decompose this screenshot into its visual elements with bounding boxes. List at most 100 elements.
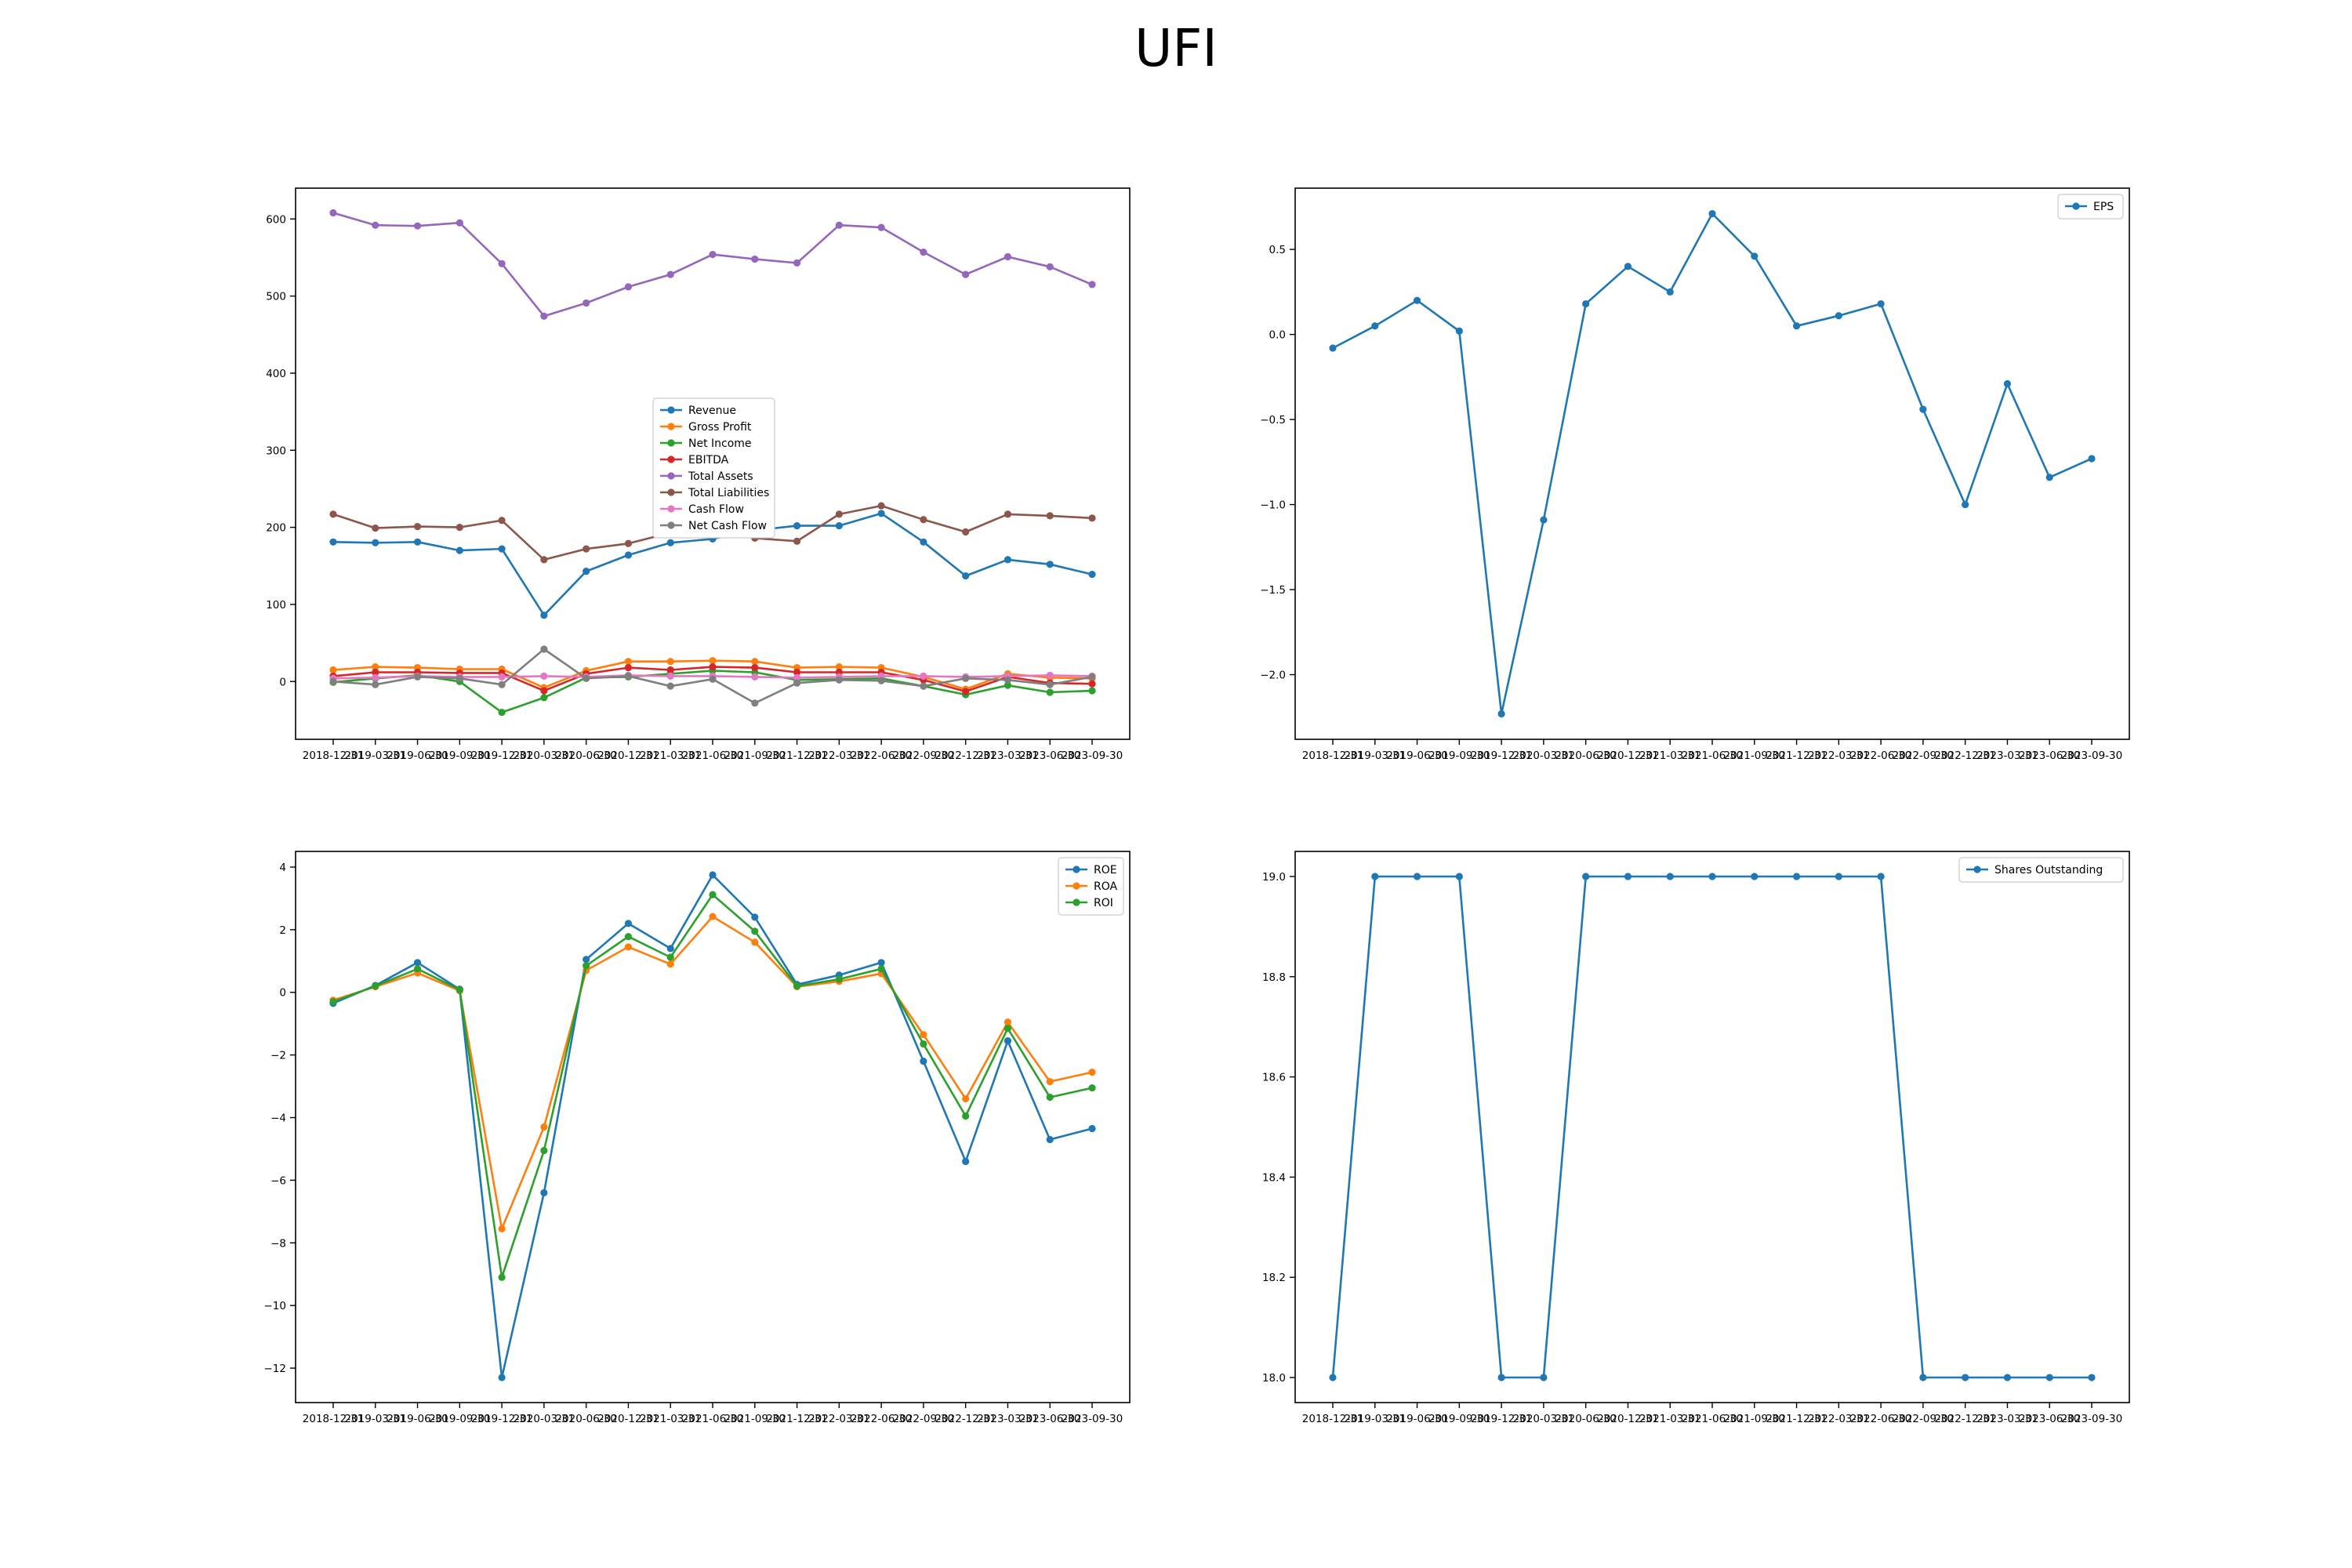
revenue-point (1004, 556, 1012, 564)
x-tick-label: 2022-06-30 (1850, 750, 1911, 762)
total-assets-point (540, 312, 548, 320)
revenue-point (372, 539, 379, 546)
x-tick-label: 2023-09-30 (1062, 1413, 1123, 1425)
x-tick-label: 2021-09-30 (724, 1413, 786, 1425)
total-liabilities-point (877, 502, 885, 510)
x-tick-label: 2021-12-31 (1766, 1413, 1827, 1425)
shares-outstanding-point (1455, 873, 1463, 880)
roe-line (332, 873, 1093, 1379)
legend-label-roi: ROI (1094, 897, 1113, 909)
revenue-point (583, 568, 590, 575)
x-tick-label: 2020-12-31 (597, 750, 659, 762)
total-liabilities-point (624, 539, 633, 547)
roi-point (920, 1040, 927, 1048)
shares-outstanding-point (1877, 873, 1885, 880)
x-tick-label: 2022-03-31 (808, 1413, 869, 1425)
net-cash-flow-point (1004, 676, 1012, 684)
ebitda-point (709, 662, 717, 671)
ebitda-point (624, 663, 633, 672)
legend-frame (2057, 194, 2124, 220)
legend-marker-roi (1073, 898, 1080, 906)
legend-label-cash-flow: Cash Flow (688, 503, 744, 516)
total-assets-point (709, 250, 717, 259)
roe-point (877, 959, 885, 967)
x-tick-label: 2020-06-30 (1555, 1413, 1616, 1425)
shares-outstanding-point (1582, 873, 1590, 880)
legend-marker-shares-outstanding (1973, 866, 1981, 873)
x-tick-label: 2019-03-31 (345, 1413, 406, 1425)
roe-point (498, 1374, 506, 1381)
roa-point (751, 938, 759, 946)
x-tick-label: 2021-09-30 (1724, 1413, 1785, 1425)
net-cash-flow-point (709, 675, 717, 683)
eps-point (1919, 405, 1927, 413)
y-tick-label: 18.2 (1262, 1272, 1286, 1284)
legend-marker-roa (1073, 882, 1080, 890)
legend-label-net-cash-flow: Net Cash Flow (688, 520, 767, 532)
roa-point (1088, 1068, 1096, 1076)
revenue-point (498, 545, 506, 553)
y-tick-label: 4 (279, 862, 286, 874)
roi-point (1004, 1025, 1012, 1033)
shares-outstanding-line (1331, 875, 2092, 1379)
revenue-point (877, 510, 885, 517)
x-tick-label: 2022-12-31 (935, 1413, 996, 1425)
legend-label-revenue: Revenue (688, 405, 736, 417)
roe-point (413, 959, 422, 967)
total-liabilities-point (498, 517, 506, 524)
y-tick-label: 0.0 (1269, 329, 1286, 342)
roi-point (583, 962, 590, 970)
revenue-point (962, 572, 970, 580)
shares-outstanding-point (1962, 1374, 1969, 1381)
series-total-assets (329, 209, 1096, 320)
eps-point (1792, 322, 1801, 330)
y-tick-label: −10 (264, 1300, 287, 1312)
roi-point (1088, 1083, 1096, 1092)
net-cash-flow-point (1088, 673, 1096, 681)
series-roi (329, 891, 1096, 1281)
x-tick-label: 2021-03-31 (640, 750, 701, 762)
revenue-point (1088, 570, 1096, 579)
x-tick-label: 2023-03-31 (1976, 1413, 2038, 1425)
y-tick-label: −2 (270, 1050, 286, 1062)
x-tick-label: 2019-09-30 (429, 1413, 490, 1425)
y-tick-label: −1.5 (1260, 584, 1286, 597)
net-cash-flow-point (751, 699, 759, 707)
legend-label-gross-profit: Gross Profit (688, 421, 752, 434)
eps-point (1329, 344, 1337, 352)
x-tick-label: 2020-06-30 (1555, 750, 1616, 762)
total-assets-point (413, 222, 422, 230)
total-assets-point (456, 219, 463, 227)
net-cash-flow-point (835, 676, 843, 684)
y-tick-label: −1.0 (1260, 499, 1286, 512)
roi-point (1046, 1093, 1054, 1102)
net-cash-flow-point (498, 681, 506, 688)
roe-point (751, 913, 759, 921)
x-tick-label: 2019-12-31 (471, 1413, 532, 1425)
x-tick-label: 2021-09-30 (1724, 750, 1785, 762)
cash-flow-point (920, 672, 927, 680)
legend-label-total-liabilities: Total Liabilities (688, 487, 769, 499)
legend-marker-total-liabilities (667, 488, 675, 496)
y-tick-label: −2.0 (1260, 670, 1286, 682)
total-assets-point (1046, 263, 1054, 270)
eps-plot-area (1294, 187, 2130, 740)
roa-line (332, 915, 1093, 1230)
roi-point (540, 1146, 548, 1155)
total-assets-point (1004, 252, 1012, 261)
net-cash-flow-point (962, 674, 970, 682)
cash-flow-point (540, 672, 548, 680)
x-tick-label: 2021-06-30 (1682, 1413, 1743, 1425)
roa-point (666, 960, 674, 968)
shares-outstanding-point (1540, 1374, 1548, 1381)
revenue-point (920, 538, 927, 546)
roe-point (1088, 1124, 1096, 1133)
figure-title: UFI (1134, 18, 1218, 78)
revenue-point (624, 551, 633, 559)
x-tick-label: 2020-03-31 (514, 750, 575, 762)
roe-point (709, 871, 717, 879)
x-tick-label: 2023-06-30 (2019, 1413, 2080, 1425)
x-tick-label: 2019-03-31 (1345, 1413, 1406, 1425)
legend-marker-revenue (667, 406, 675, 414)
legend-frame (652, 397, 775, 539)
